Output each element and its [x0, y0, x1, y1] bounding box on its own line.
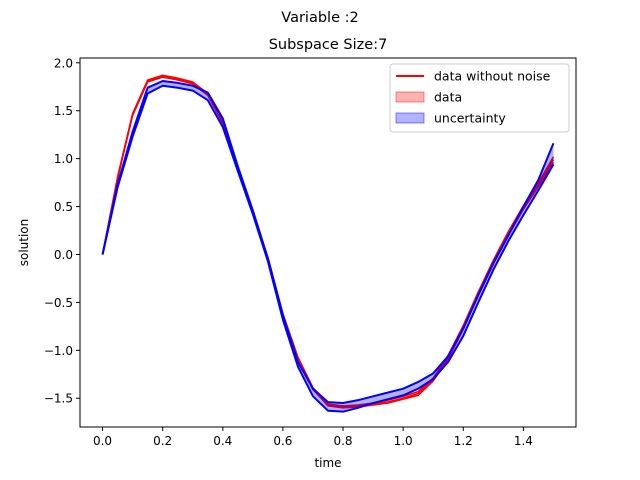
x-axis-label: time: [314, 456, 341, 470]
plot-content: [101, 74, 555, 413]
plot-area: [101, 74, 555, 413]
legend-swatch-patch: [395, 112, 425, 124]
chart-suptitle: Variable :2: [281, 10, 358, 26]
chart-title: Subspace Size:7: [269, 37, 388, 53]
y-tick-label: 1.5: [54, 104, 73, 118]
legend-swatch-patch: [395, 91, 425, 103]
y-tick-label: 1.0: [54, 152, 73, 166]
legend-box: [389, 63, 570, 133]
x-tick-label: 1.0: [394, 434, 413, 448]
y-tick-label: 2.0: [54, 56, 73, 70]
legend-label: uncertainty: [434, 111, 506, 126]
axes: 0.0 0.2 0.4 0.6 0.8 1.0 1.2 1.4 −1.5 −1.0 −0.5 0.0 0…: [44, 56, 577, 448]
legend-label: data: [434, 90, 462, 105]
uncertainty-band-lower-edge: [101, 84, 555, 413]
x-tick-label: 0.0: [93, 434, 112, 448]
y-tick-label: 0.5: [54, 200, 73, 214]
y-tick-label: −0.5: [44, 296, 73, 310]
y-tick-label: −1.0: [44, 344, 73, 358]
x-tick-label: 0.2: [153, 434, 172, 448]
legend: data without noise data uncertainty: [389, 63, 570, 133]
y-tick-label: 0.0: [54, 248, 73, 262]
series-uncertainty-band: [101, 80, 555, 413]
y-axis-label: solution: [17, 219, 31, 267]
x-tick-label: 1.2: [454, 434, 473, 448]
x-tick-label: 1.4: [514, 434, 533, 448]
legend-label: data without noise: [434, 69, 551, 84]
uncertainty-band-upper-edge: [101, 80, 555, 405]
x-tick-label: 0.4: [213, 434, 232, 448]
axes-frame: [79, 57, 577, 428]
x-tick-label: 0.8: [333, 434, 352, 448]
x-tick-label: 0.6: [273, 434, 292, 448]
y-tick-label: −1.5: [44, 392, 73, 406]
